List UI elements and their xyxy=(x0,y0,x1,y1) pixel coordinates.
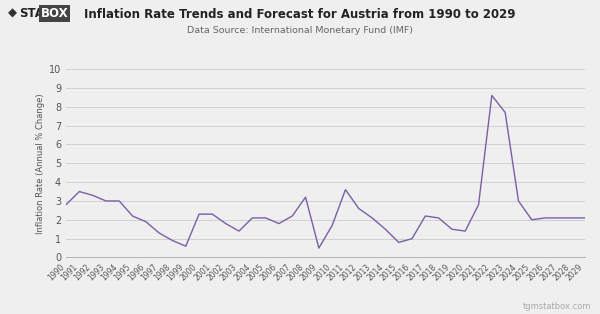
Text: Inflation Rate Trends and Forecast for Austria from 1990 to 2029: Inflation Rate Trends and Forecast for A… xyxy=(84,8,516,21)
Text: tgmstatbox.com: tgmstatbox.com xyxy=(523,302,591,311)
Text: BOX: BOX xyxy=(41,7,68,20)
Text: Data Source: International Monetary Fund (IMF): Data Source: International Monetary Fund… xyxy=(187,26,413,35)
Y-axis label: Inflation Rate (Annual % Change): Inflation Rate (Annual % Change) xyxy=(36,93,45,234)
Text: STAT: STAT xyxy=(19,7,52,20)
Text: ◆: ◆ xyxy=(8,7,17,20)
